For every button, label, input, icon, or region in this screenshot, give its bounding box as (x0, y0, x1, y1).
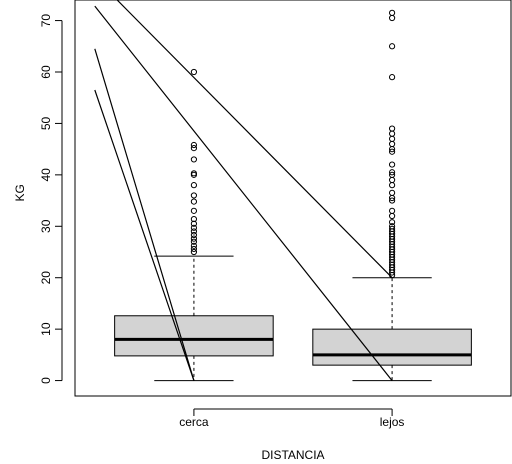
outlier-point (388, 197, 396, 204)
outlier-point (388, 176, 396, 184)
outlier-point (190, 68, 198, 76)
y-tick-label: 70 (39, 14, 53, 28)
outlier-point (190, 182, 198, 189)
outlier-point (388, 212, 396, 220)
outlier-point (190, 220, 198, 227)
outlier-point (388, 148, 396, 155)
overlay-line (94, 5, 393, 381)
outlier-point (190, 145, 198, 152)
outlier-point (388, 14, 396, 22)
box (312, 328, 472, 366)
outlier-point (388, 130, 396, 137)
outlier-point (388, 125, 396, 132)
y-tick-label: 20 (39, 271, 53, 285)
outlier-point (190, 215, 198, 223)
outlier-point (388, 219, 396, 226)
outlier-point (190, 198, 198, 205)
x-axis-title: DISTANCIA (261, 448, 324, 462)
outlier-point (388, 161, 396, 168)
outlier-point (190, 238, 198, 245)
outlier-point (190, 156, 198, 163)
outlier-point (388, 171, 396, 178)
outlier-point (388, 225, 396, 232)
y-tick-label: 60 (39, 65, 53, 79)
outlier-point (190, 248, 198, 256)
box (114, 315, 274, 357)
outlier-point (388, 207, 396, 214)
outlier-point (190, 224, 198, 231)
y-tick-label: 10 (39, 322, 53, 336)
outlier-point (190, 170, 198, 177)
overlay-line (116, 0, 393, 279)
outlier-point (388, 169, 396, 176)
outlier-point (388, 189, 396, 196)
plot-frame (74, 0, 512, 397)
y-tick-label: 50 (39, 116, 53, 130)
y-axis-title: KG (13, 184, 27, 201)
outlier-point (190, 242, 198, 249)
outlier-point (190, 245, 198, 253)
y-tick-label: 30 (39, 219, 53, 233)
x-tick-label: lejos (380, 415, 405, 429)
outlier-point (190, 228, 198, 235)
overlay-line (94, 48, 195, 381)
outlier-point (388, 223, 396, 230)
y-tick-label: 40 (39, 168, 53, 182)
outlier-point (190, 207, 198, 214)
outlier-point (388, 182, 396, 189)
y-tick-label: 0 (39, 377, 53, 384)
outlier-point (190, 231, 198, 239)
outlier-point (388, 140, 396, 148)
outlier-point (190, 141, 198, 149)
outlier-point (190, 192, 198, 199)
x-tick-label: cerca (179, 415, 209, 429)
outlier-point (388, 43, 396, 50)
outlier-point (388, 135, 396, 142)
overlay-line (94, 89, 195, 381)
outlier-point (388, 74, 396, 81)
outlier-point (388, 9, 396, 16)
outlier-point (190, 235, 198, 242)
